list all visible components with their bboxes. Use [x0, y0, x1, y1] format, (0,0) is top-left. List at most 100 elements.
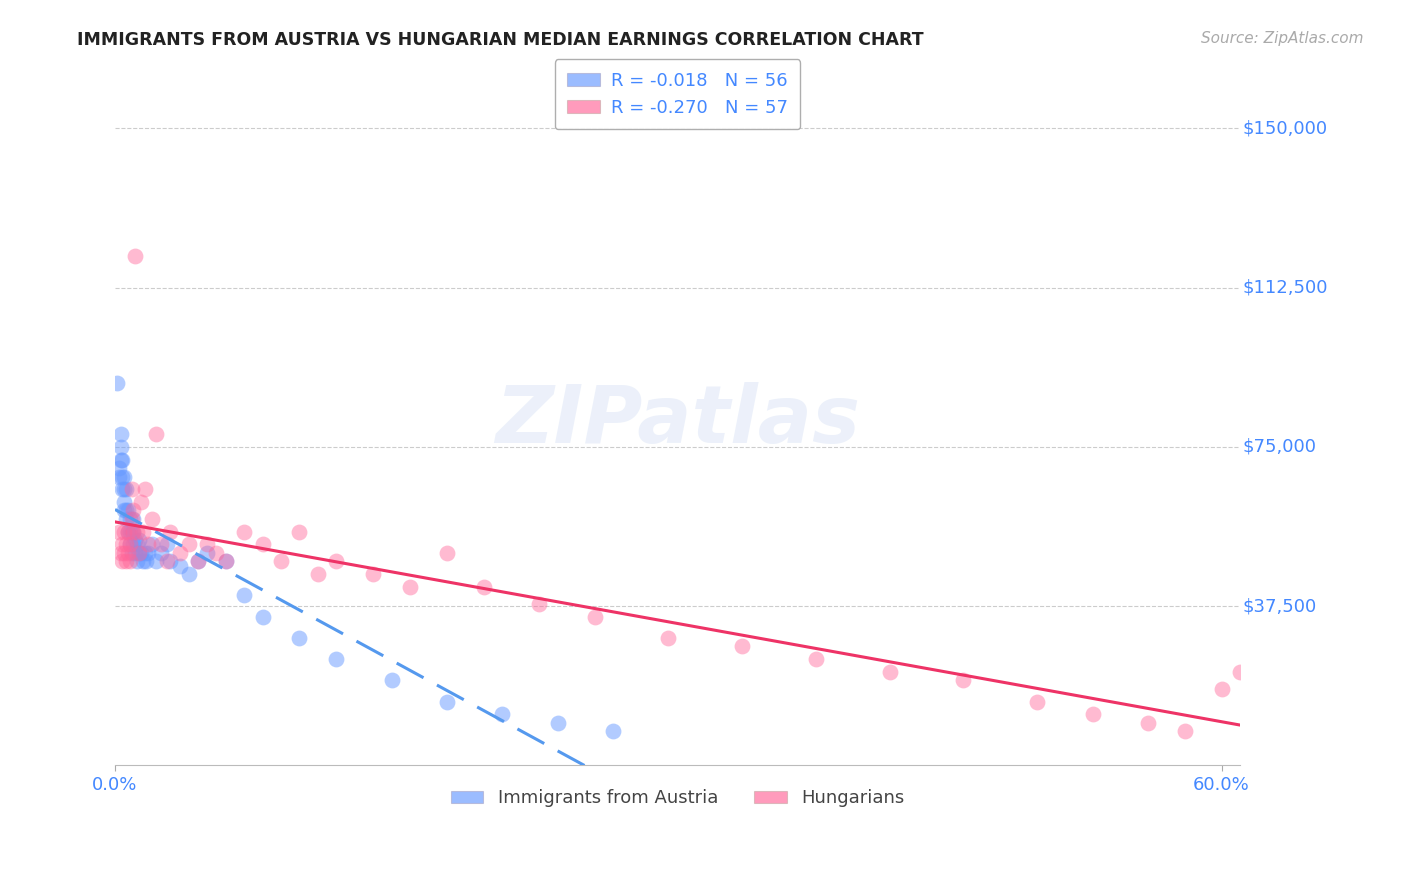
Point — [195, 537, 218, 551]
Point — [127, 537, 149, 551]
Point — [270, 554, 292, 568]
Point — [115, 554, 138, 568]
Point — [602, 724, 624, 739]
Point — [128, 546, 150, 560]
Point — [145, 427, 167, 442]
Point — [583, 609, 606, 624]
Point — [472, 580, 495, 594]
Text: ZIPatlas: ZIPatlas — [495, 383, 860, 460]
Point — [156, 554, 179, 568]
Point — [117, 503, 139, 517]
Point — [124, 249, 146, 263]
Point — [529, 597, 551, 611]
Point — [731, 640, 754, 654]
Point — [1229, 665, 1251, 679]
Point — [122, 512, 145, 526]
Text: Source: ZipAtlas.com: Source: ZipAtlas.com — [1201, 31, 1364, 46]
Point — [111, 537, 134, 551]
Point — [129, 495, 152, 509]
Point — [169, 546, 191, 560]
Point — [1026, 694, 1049, 708]
Point — [121, 482, 143, 496]
Point — [111, 482, 134, 496]
Point — [122, 524, 145, 539]
Point — [122, 537, 145, 551]
Point — [187, 554, 209, 568]
Point — [187, 554, 209, 568]
Text: IMMIGRANTS FROM AUSTRIA VS HUNGARIAN MEDIAN EARNINGS CORRELATION CHART: IMMIGRANTS FROM AUSTRIA VS HUNGARIAN MED… — [77, 31, 924, 49]
Text: $112,500: $112,500 — [1243, 278, 1327, 297]
Point — [215, 554, 238, 568]
Point — [122, 524, 145, 539]
Point — [107, 524, 129, 539]
Point — [110, 427, 132, 442]
Point — [252, 537, 274, 551]
Point — [436, 546, 458, 560]
Point — [121, 512, 143, 526]
Point — [129, 546, 152, 560]
Point — [657, 631, 679, 645]
Point — [381, 673, 404, 688]
Point — [325, 554, 347, 568]
Point — [118, 537, 141, 551]
Point — [118, 554, 141, 568]
Point — [117, 524, 139, 539]
Point — [107, 469, 129, 483]
Point — [136, 546, 159, 560]
Text: $37,500: $37,500 — [1243, 597, 1316, 615]
Point — [307, 567, 329, 582]
Point — [233, 588, 256, 602]
Point — [145, 554, 167, 568]
Point — [110, 546, 132, 560]
Point — [128, 546, 150, 560]
Point — [112, 469, 135, 483]
Point — [112, 495, 135, 509]
Legend: Immigrants from Austria, Hungarians: Immigrants from Austria, Hungarians — [443, 782, 911, 814]
Point — [177, 567, 200, 582]
Point — [115, 482, 138, 496]
Point — [159, 554, 181, 568]
Point — [1081, 707, 1104, 722]
Point — [131, 554, 153, 568]
Point — [121, 524, 143, 539]
Point — [177, 537, 200, 551]
Point — [111, 469, 134, 483]
Point — [952, 673, 974, 688]
Point — [115, 537, 138, 551]
Point — [879, 665, 901, 679]
Point — [150, 546, 173, 560]
Point — [131, 524, 153, 539]
Point — [195, 546, 218, 560]
Point — [111, 554, 134, 568]
Point — [124, 533, 146, 548]
Point — [110, 452, 132, 467]
Point — [325, 652, 347, 666]
Point — [105, 376, 128, 390]
Point — [124, 546, 146, 560]
Point — [122, 503, 145, 517]
Point — [115, 503, 138, 517]
Point — [1174, 724, 1197, 739]
Point — [436, 694, 458, 708]
Point — [118, 512, 141, 526]
Point — [112, 524, 135, 539]
Point — [107, 461, 129, 475]
Point — [111, 452, 134, 467]
Point — [112, 503, 135, 517]
Point — [159, 524, 181, 539]
Point — [1136, 715, 1159, 730]
Point — [110, 440, 132, 454]
Point — [128, 533, 150, 548]
Point — [361, 567, 384, 582]
Point — [134, 546, 156, 560]
Point — [150, 537, 173, 551]
Point — [134, 482, 156, 496]
Point — [252, 609, 274, 624]
Point — [118, 537, 141, 551]
Point — [121, 546, 143, 560]
Point — [215, 554, 238, 568]
Point — [1211, 681, 1233, 696]
Point — [141, 512, 163, 526]
Point — [804, 652, 827, 666]
Point — [205, 546, 228, 560]
